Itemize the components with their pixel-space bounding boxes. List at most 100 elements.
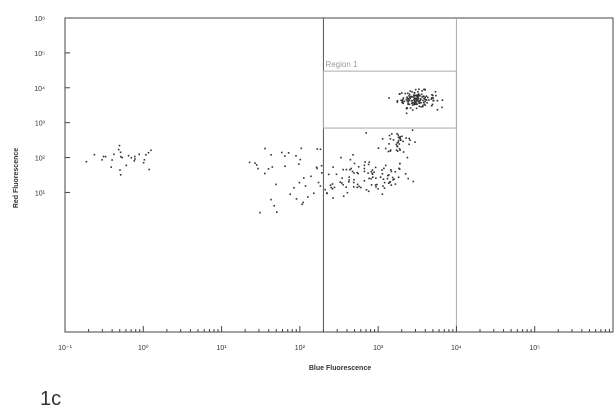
data-point xyxy=(436,109,439,111)
data-point xyxy=(270,154,272,156)
data-point xyxy=(363,164,366,167)
data-point xyxy=(406,96,408,98)
data-point xyxy=(374,166,377,169)
data-point xyxy=(399,149,401,151)
data-point xyxy=(396,101,398,103)
data-point xyxy=(365,132,367,134)
data-point xyxy=(396,132,398,135)
data-point xyxy=(436,99,439,102)
data-point xyxy=(375,177,377,179)
data-point xyxy=(404,92,407,95)
data-point xyxy=(413,97,416,99)
data-point xyxy=(125,164,128,167)
data-point xyxy=(148,168,150,171)
data-point xyxy=(418,105,421,108)
data-point xyxy=(425,95,428,97)
data-point xyxy=(383,181,386,184)
data-point xyxy=(387,182,390,184)
data-point xyxy=(324,188,326,191)
data-point xyxy=(392,179,394,181)
data-point xyxy=(332,166,334,168)
data-point xyxy=(390,169,392,171)
data-point xyxy=(435,94,437,97)
data-point xyxy=(367,163,370,166)
y-tick-label: 10⁴ xyxy=(34,86,45,93)
data-point xyxy=(403,100,406,103)
data-point xyxy=(420,102,422,104)
data-point xyxy=(394,183,397,185)
data-point xyxy=(363,170,366,173)
data-point xyxy=(434,91,437,93)
data-point xyxy=(356,183,359,186)
data-point xyxy=(352,181,355,184)
data-point xyxy=(365,189,368,191)
data-point xyxy=(411,109,414,111)
data-point xyxy=(371,172,373,175)
data-point xyxy=(93,153,96,156)
data-point xyxy=(431,103,434,106)
data-point xyxy=(248,161,251,164)
y-axis-label: Red Fluorescence xyxy=(13,148,20,208)
data-point xyxy=(413,102,416,104)
data-point xyxy=(424,98,426,100)
data-point xyxy=(402,101,404,104)
data-point xyxy=(255,164,258,166)
data-point xyxy=(353,178,355,181)
data-point xyxy=(321,172,323,174)
data-point xyxy=(384,164,387,167)
data-point xyxy=(418,101,420,103)
data-point xyxy=(402,97,405,99)
data-point xyxy=(397,141,399,143)
data-point xyxy=(117,148,120,151)
data-point xyxy=(134,155,136,158)
plot-frame xyxy=(64,17,614,333)
data-point xyxy=(370,177,372,180)
data-point xyxy=(400,139,402,141)
data-point xyxy=(120,155,122,158)
data-point xyxy=(414,88,417,91)
data-point xyxy=(432,99,435,102)
data-point xyxy=(422,104,424,107)
data-point xyxy=(430,105,433,107)
data-point xyxy=(133,160,136,162)
data-point xyxy=(138,153,140,156)
data-point xyxy=(110,166,112,168)
data-point xyxy=(428,99,430,101)
data-point xyxy=(275,183,277,186)
data-point xyxy=(402,140,404,143)
data-point xyxy=(341,177,343,179)
data-point xyxy=(398,137,401,139)
data-point xyxy=(389,138,392,140)
data-point xyxy=(331,188,334,190)
data-point xyxy=(391,133,393,135)
data-point xyxy=(317,181,320,184)
data-point xyxy=(410,100,413,102)
data-point xyxy=(418,102,420,104)
data-point xyxy=(257,167,259,170)
data-point xyxy=(412,180,415,183)
data-point xyxy=(399,162,401,165)
data-point xyxy=(418,94,421,97)
data-point xyxy=(407,103,409,106)
data-point xyxy=(402,98,404,101)
data-point xyxy=(417,91,419,93)
data-point xyxy=(402,151,405,153)
data-point xyxy=(85,160,88,163)
data-point xyxy=(356,171,358,174)
data-point xyxy=(381,169,383,171)
data-point xyxy=(412,102,414,104)
data-point xyxy=(395,149,398,151)
data-point xyxy=(371,169,374,171)
data-point xyxy=(357,166,360,168)
data-point xyxy=(332,197,334,199)
data-point xyxy=(316,148,319,150)
data-point xyxy=(423,97,425,100)
data-point xyxy=(416,103,418,106)
data-point xyxy=(424,96,426,99)
data-point xyxy=(426,102,428,104)
data-point xyxy=(404,173,407,175)
data-point xyxy=(273,205,275,207)
data-point xyxy=(102,155,105,158)
data-point xyxy=(320,164,323,167)
